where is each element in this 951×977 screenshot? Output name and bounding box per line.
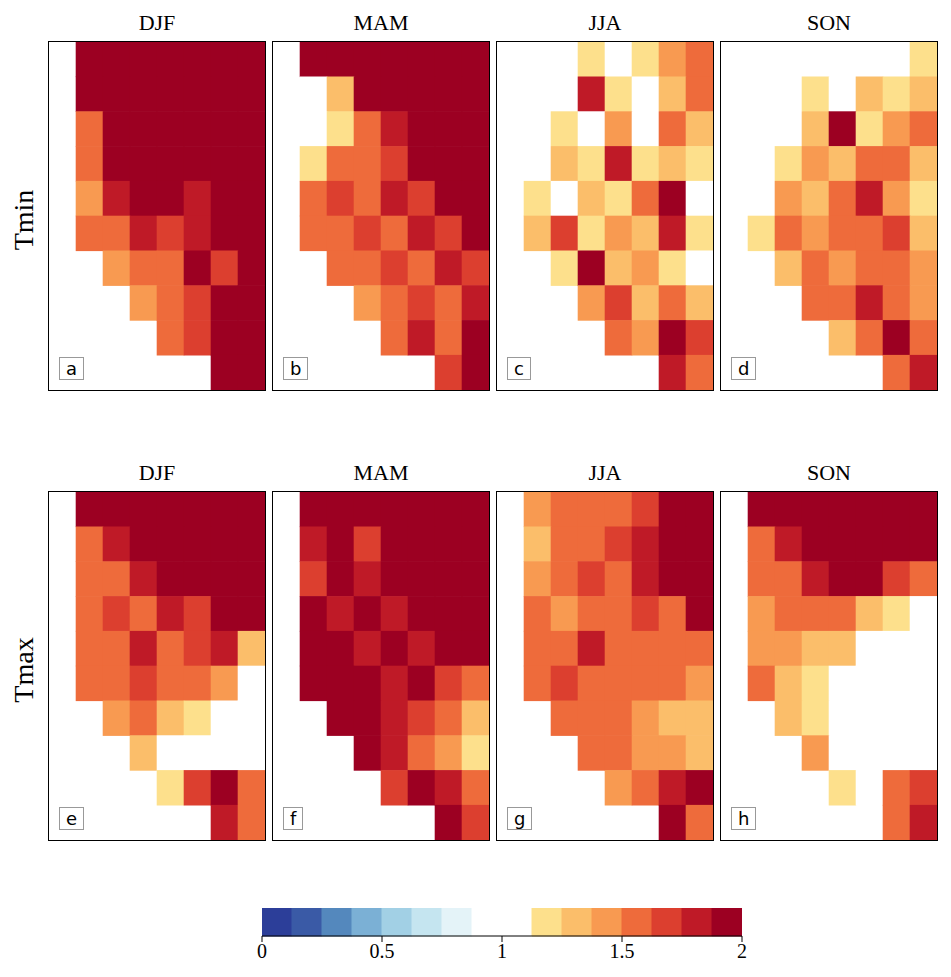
html-text:a: a — [66, 358, 77, 379]
svg-text:0.5: 0.5 — [370, 940, 395, 962]
svg-text:1.5: 1.5 — [610, 940, 635, 962]
html-text:DJF: DJF — [138, 460, 176, 485]
html-text:c: c — [514, 358, 524, 379]
html-text:DJF: DJF — [138, 10, 176, 35]
html-text:MAM: MAM — [353, 10, 409, 35]
html-text:d: d — [738, 358, 750, 379]
html-text:f: f — [290, 808, 297, 829]
html-text:JJA: JJA — [588, 10, 622, 35]
html-text:b: b — [290, 358, 302, 379]
html-text:g: g — [514, 808, 526, 829]
html-text:JJA: JJA — [588, 460, 622, 485]
svg-text:1: 1 — [497, 940, 507, 962]
svg-text:2: 2 — [737, 940, 747, 962]
html-text:h: h — [738, 808, 750, 829]
html-text:SON: SON — [807, 10, 851, 35]
svg-text:0: 0 — [257, 940, 267, 962]
html-text:Tmax: Tmax — [8, 637, 39, 703]
html-text:SON: SON — [807, 460, 851, 485]
html-text:MAM: MAM — [353, 460, 409, 485]
html-text:Tmin: Tmin — [8, 189, 39, 251]
html-text:e: e — [66, 808, 78, 829]
